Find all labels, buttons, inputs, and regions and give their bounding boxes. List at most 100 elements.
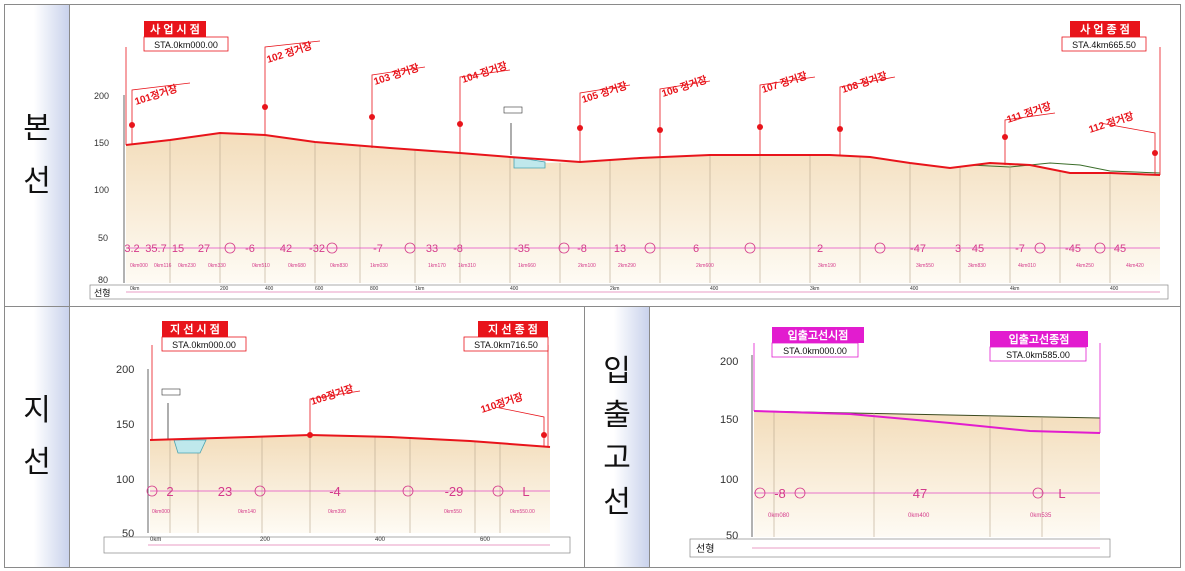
start-flag — [162, 321, 228, 337]
row-label-char: 입 — [603, 354, 631, 389]
svg-text:2km100: 2km100 — [578, 263, 596, 269]
svg-text:2km600: 2km600 — [696, 263, 714, 269]
river-water — [173, 439, 207, 454]
grade-value: 2 — [817, 243, 823, 255]
y-tick-label: 150 — [116, 419, 134, 431]
grade-value: 23 — [218, 484, 232, 499]
row-label-char: 지 — [23, 392, 51, 428]
svg-text:600: 600 — [480, 537, 491, 543]
svg-text:0km116: 0km116 — [154, 263, 172, 269]
svg-text:1km: 1km — [415, 286, 424, 292]
y-tick-label: 150 — [720, 414, 738, 426]
grade-value: 45 — [972, 243, 984, 255]
river-water — [513, 156, 546, 169]
svg-text:3km190: 3km190 — [818, 263, 836, 269]
svg-text:0km680: 0km680 — [288, 263, 306, 269]
depot-line-profile: 200 150 100 50 입출고선시점 STA.0km000.00 입출고선… — [649, 306, 1181, 568]
grade-value: 15 — [172, 243, 184, 255]
svg-text:2km290: 2km290 — [618, 263, 636, 269]
svg-text:3km: 3km — [810, 286, 819, 292]
station-label: 112 정거장 — [1087, 109, 1136, 136]
row-label-char: 선 — [603, 484, 631, 520]
grade-line — [753, 410, 1101, 434]
svg-text:400: 400 — [710, 286, 719, 292]
station-label: 106 정거장 — [660, 73, 710, 100]
grade-value: -7 — [373, 243, 383, 255]
existing-ground-line — [969, 162, 1161, 174]
svg-text:4km: 4km — [1010, 286, 1019, 292]
end-sta-label: STA.0km716.50 — [474, 340, 538, 350]
svg-text:400: 400 — [375, 537, 386, 543]
ground-fill — [754, 411, 1100, 537]
row-label-char: 선 — [23, 163, 51, 199]
svg-text:400: 400 — [265, 286, 274, 292]
grade-line — [149, 433, 551, 448]
start-sta-label: STA.0km000.00 — [172, 340, 236, 350]
row-label-char: 선 — [23, 445, 51, 480]
svg-text:0km550: 0km550 — [444, 509, 462, 515]
grade-value: -4 — [329, 484, 341, 499]
grade-value: 35.7 — [145, 243, 166, 255]
svg-text:0km390: 0km390 — [328, 509, 346, 515]
y-tick-label: 200 — [116, 364, 134, 376]
svg-text:4km010: 4km010 — [1018, 263, 1036, 269]
start-flag — [772, 327, 864, 343]
y-tick-label: 80 — [98, 275, 108, 285]
station-label: 104 정거장 — [460, 59, 510, 86]
grade-value: 42 — [280, 243, 292, 255]
y-tick-label: 100 — [94, 185, 109, 195]
svg-text:400: 400 — [910, 286, 919, 292]
grade-value: -7 — [1015, 243, 1025, 255]
grade-value: 3 — [955, 243, 961, 255]
end-flag — [990, 331, 1088, 347]
start-flag — [144, 21, 206, 37]
svg-text:4km250: 4km250 — [1076, 263, 1094, 269]
row-label-char: 출 — [603, 397, 631, 433]
svg-text:1km310: 1km310 — [458, 263, 476, 269]
start-flag-label: 지 선 시 점 — [170, 322, 220, 336]
end-flag — [1070, 21, 1140, 37]
alignment-strip-label: 선형 — [696, 543, 714, 555]
svg-text:1km170: 1km170 — [428, 263, 446, 269]
alignment-strip-label: 선형 — [94, 288, 111, 298]
y-tick-label: 100 — [116, 474, 134, 486]
grade-value: -8 — [577, 243, 587, 255]
row-label-depot-line: 입 출 고 선 — [584, 306, 650, 568]
station-label: 103 정거장 — [372, 61, 422, 88]
svg-text:0km000: 0km000 — [130, 263, 148, 269]
svg-text:0km830: 0km830 — [330, 263, 348, 269]
svg-text:0km550.00: 0km550.00 — [510, 509, 535, 515]
grade-end: L — [1058, 486, 1065, 501]
svg-text:0km: 0km — [150, 537, 161, 543]
grade-value: -8 — [774, 486, 786, 501]
grade-value: -32 — [309, 243, 325, 255]
station-label: 109정거장 — [309, 382, 356, 408]
grade-value: -35 — [514, 243, 530, 255]
station-label: 102 정거장 — [265, 39, 315, 66]
start-flag-label: 사 업 시 점 — [150, 22, 200, 36]
grade-end: L — [522, 484, 529, 499]
y-tick-label: 200 — [720, 356, 738, 368]
svg-text:0km140: 0km140 — [238, 509, 256, 515]
svg-text:200: 200 — [260, 537, 271, 543]
svg-text:2km: 2km — [610, 286, 619, 292]
grade-value: 45 — [1114, 243, 1126, 255]
grade-value: 47 — [913, 486, 927, 501]
svg-text:400: 400 — [510, 286, 519, 292]
grade-value: 6 — [693, 243, 699, 255]
svg-text:1km660: 1km660 — [518, 263, 536, 269]
svg-text:0km400: 0km400 — [908, 513, 930, 519]
grade-value: -6 — [245, 243, 255, 255]
station-label: 107 정거장 — [760, 69, 810, 96]
grade-value: 27 — [198, 243, 210, 255]
svg-text:0km230: 0km230 — [178, 263, 196, 269]
svg-text:0km080: 0km080 — [768, 513, 790, 519]
svg-text:0km000: 0km000 — [152, 509, 170, 515]
svg-text:800: 800 — [370, 286, 379, 292]
svg-text:0km: 0km — [130, 286, 139, 292]
grade-value: 33 — [426, 243, 438, 255]
end-flag — [478, 321, 548, 337]
grade-value: -47 — [910, 243, 926, 255]
end-sta-label: STA.0km585.00 — [1006, 350, 1070, 360]
start-sta-label: STA.0km000.00 — [783, 346, 847, 356]
